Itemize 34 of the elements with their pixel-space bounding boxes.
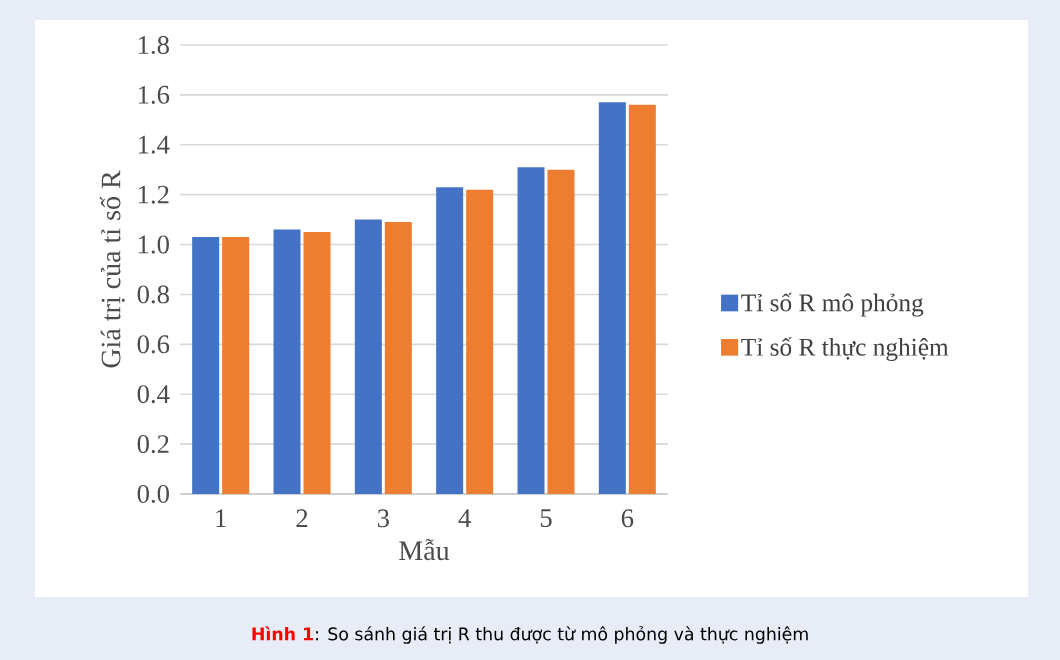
x-tick-label: 1 xyxy=(216,509,226,527)
x-tick-label: 6 xyxy=(621,509,634,528)
x-axis-title: Mẫu xyxy=(399,539,450,561)
y-tick-label: 1.8 xyxy=(138,35,169,55)
y-tick-label: 0.2 xyxy=(137,435,169,454)
bar xyxy=(192,237,220,494)
y-tick-label: 0.4 xyxy=(137,385,170,404)
x-tick-label: 2 xyxy=(296,509,308,528)
bar xyxy=(598,102,626,494)
x-tick-label: 3 xyxy=(377,509,389,528)
text: : So sánh giá trị R thu được từ mô phỏng và thực nghiệm xyxy=(316,626,808,644)
y-axis-title: Giá trị của tỉ số R xyxy=(99,170,125,368)
y-tick-label: 1.6 xyxy=(138,85,170,104)
y-tick-label: 1.0 xyxy=(138,235,169,254)
bar xyxy=(354,219,382,494)
y-tick-label: 1.2 xyxy=(138,185,169,204)
x-tick-label: 4 xyxy=(458,509,471,527)
legend-label: Tỉ số R mô phỏng xyxy=(741,292,924,317)
x-tick-label: 5 xyxy=(540,509,552,528)
bar xyxy=(436,187,464,494)
y-tick-label: 0.0 xyxy=(137,484,169,504)
y-tick-label: 1.4 xyxy=(138,135,170,154)
bar xyxy=(303,232,331,494)
y-tick-label: 0.8 xyxy=(137,285,169,304)
y-tick-label: 0.6 xyxy=(137,335,170,354)
bar xyxy=(273,229,301,494)
bar xyxy=(466,189,494,494)
bar xyxy=(517,167,545,494)
bar xyxy=(222,237,250,494)
bar xyxy=(547,169,575,494)
text: Hình 1 xyxy=(252,626,313,641)
bar xyxy=(628,104,656,494)
bar xyxy=(384,222,412,494)
legend-label: Tỉ số R thực nghiệm xyxy=(741,337,949,361)
